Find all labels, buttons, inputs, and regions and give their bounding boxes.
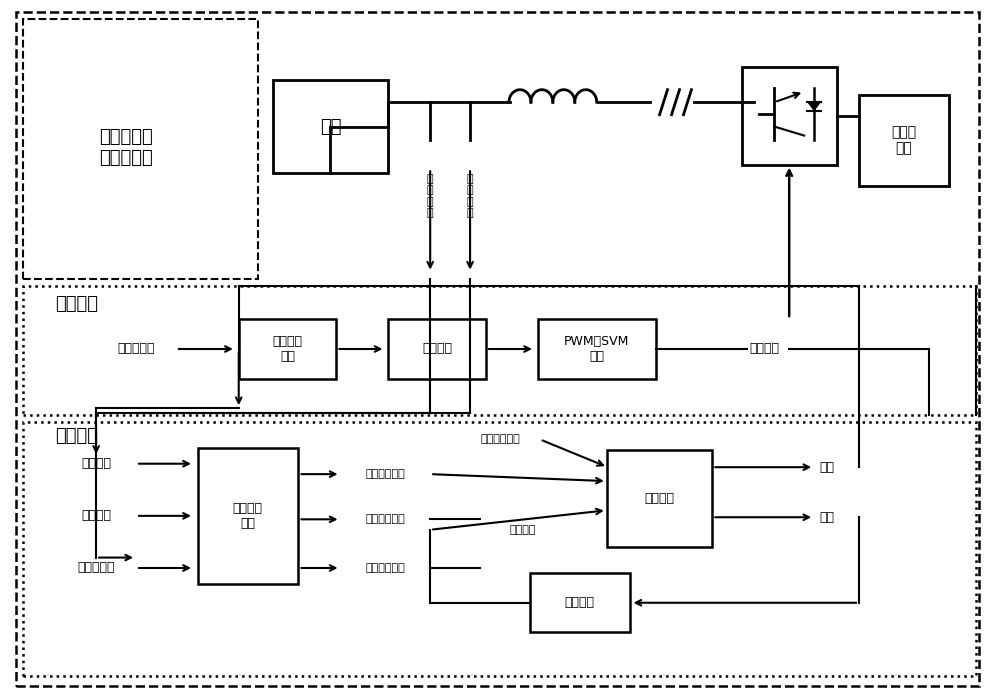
FancyBboxPatch shape	[198, 448, 298, 584]
Text: PWM或SVM
调制: PWM或SVM 调制	[564, 335, 629, 363]
Text: 虚拟阻尼: 虚拟阻尼	[565, 596, 595, 609]
Text: 直流恒
压源: 直流恒 压源	[891, 126, 916, 156]
Text: 输出电压: 输出电压	[81, 510, 111, 522]
FancyBboxPatch shape	[273, 80, 388, 174]
Text: 开关信号: 开关信号	[749, 343, 779, 355]
FancyBboxPatch shape	[607, 450, 712, 547]
Text: 电流内环: 电流内环	[422, 343, 452, 355]
Text: 频率: 频率	[819, 511, 834, 524]
Text: 输出电流: 输出电流	[81, 457, 111, 470]
Text: 电磁有功功率: 电磁有功功率	[365, 469, 405, 479]
FancyBboxPatch shape	[859, 95, 949, 186]
Text: 输
出
电
压: 输 出 电 压	[427, 174, 434, 218]
Text: 输出功率
计算: 输出功率 计算	[233, 502, 263, 530]
Text: 电网: 电网	[320, 117, 341, 135]
Text: 输出无功功率: 输出无功功率	[365, 563, 405, 573]
Text: 相位: 相位	[819, 461, 834, 474]
FancyBboxPatch shape	[388, 320, 486, 378]
Text: 机械部分: 机械部分	[55, 427, 98, 445]
Text: 给定有功功率: 给定有功功率	[480, 434, 520, 445]
Text: 输出有功功率: 输出有功功率	[365, 514, 405, 524]
Text: 阻尼功率: 阻尼功率	[510, 525, 536, 535]
Text: 虚拟电动势: 虚拟电动势	[117, 343, 155, 355]
Text: 虚拟电动势: 虚拟电动势	[77, 561, 115, 574]
Text: 电气部分: 电气部分	[55, 295, 98, 313]
FancyBboxPatch shape	[742, 68, 837, 165]
Text: 虚拟同步电
机控制方法: 虚拟同步电 机控制方法	[99, 128, 153, 167]
FancyBboxPatch shape	[530, 573, 630, 632]
FancyBboxPatch shape	[239, 320, 336, 378]
Polygon shape	[807, 102, 821, 111]
FancyBboxPatch shape	[538, 320, 656, 378]
Text: 输
出
电
流: 输 出 电 流	[467, 174, 473, 218]
Text: 虚拟阻抗
模拟: 虚拟阻抗 模拟	[273, 335, 303, 363]
Text: 机械方程: 机械方程	[645, 492, 675, 505]
